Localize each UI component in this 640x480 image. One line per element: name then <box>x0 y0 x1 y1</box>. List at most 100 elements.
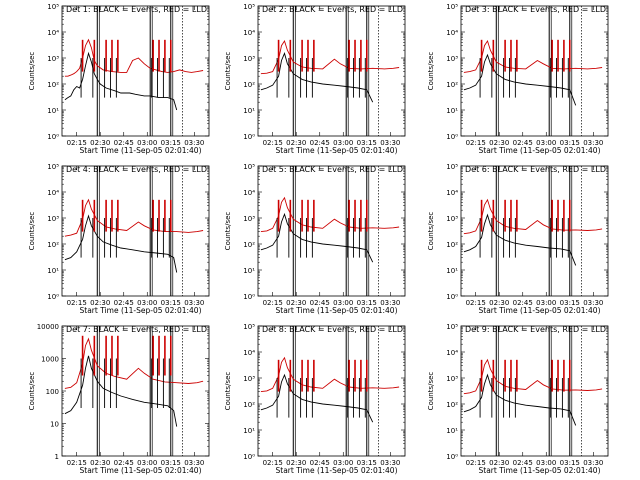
y-tick-label: 10⁵ <box>446 3 458 11</box>
x-tick-label: 02:15 <box>466 299 486 307</box>
plot-frame <box>257 5 406 137</box>
y-tick-label: 1 <box>55 453 59 461</box>
x-tick-label: 02:15 <box>67 459 87 467</box>
x-tick-label: 02:45 <box>310 299 330 307</box>
detector-panel: Det 7: BLACK = Events, RED = LLD 1 10 100 10… <box>28 323 210 475</box>
y-tick-label: 10 <box>50 421 59 429</box>
y-tick-label: 10¹ <box>243 427 255 435</box>
x-tick-label: 03:30 <box>380 459 400 467</box>
y-tick-label: 10⁴ <box>446 29 458 37</box>
y-tick-label: 10⁵ <box>446 323 458 331</box>
y-tick-label: 10² <box>47 81 59 89</box>
x-tick-label: 03:00 <box>333 139 353 147</box>
x-tick-label: 02:45 <box>513 139 533 147</box>
x-tick-label: 02:15 <box>67 299 87 307</box>
y-tick-label: 10⁴ <box>47 189 59 197</box>
y-tick-label: 10¹ <box>47 107 59 115</box>
y-tick-label: 10³ <box>446 215 458 223</box>
y-tick-label: 10² <box>243 81 255 89</box>
x-tick-label: 03:00 <box>536 299 556 307</box>
events-series-line <box>260 212 374 263</box>
y-tick-label: 10³ <box>47 55 59 63</box>
y-tick-label: 10³ <box>446 375 458 383</box>
x-tick-label: 02:30 <box>489 299 509 307</box>
y-tick-label: 10⁰ <box>47 293 59 301</box>
y-tick-label: 1000 <box>41 356 59 364</box>
x-tick-label: 02:15 <box>263 459 283 467</box>
x-tick-label: 02:30 <box>90 139 110 147</box>
x-tick-label: 02:30 <box>286 299 306 307</box>
panel-title: Det 7: BLACK = Events, RED = LLD <box>66 325 207 334</box>
events-series-line <box>463 53 577 106</box>
x-axis-label: Start Time (11-Sep-05 02:01:40) <box>479 306 601 315</box>
y-tick-label: 10³ <box>243 375 255 383</box>
y-tick-label: 10² <box>446 81 458 89</box>
x-tick-label: 02:45 <box>310 459 330 467</box>
y-tick-label: 10⁵ <box>243 3 255 11</box>
y-tick-label: 10² <box>47 241 59 249</box>
x-tick-label: 02:45 <box>114 139 134 147</box>
y-axis-label: Counts/sec <box>427 212 435 251</box>
x-tick-label: 03:00 <box>333 459 353 467</box>
y-axis-label: Counts/sec <box>28 212 36 251</box>
lld-series-line <box>463 358 603 395</box>
x-tick-label: 03:30 <box>184 139 204 147</box>
detector-panel: Det 3: BLACK = Events, RED = LLD 10⁰ 10¹ 10… <box>427 3 609 155</box>
x-tick-label: 02:15 <box>263 139 283 147</box>
x-tick-label: 03:30 <box>184 299 204 307</box>
y-axis-label: Counts/sec <box>224 52 232 91</box>
y-tick-label: 10⁰ <box>243 133 255 141</box>
x-tick-label: 02:30 <box>286 459 306 467</box>
x-tick-label: 02:45 <box>114 459 134 467</box>
x-tick-label: 02:30 <box>489 459 509 467</box>
plot-frame <box>61 325 210 457</box>
panel-title: Det 1: BLACK = Events, RED = LLD <box>66 5 207 14</box>
events-series-line <box>260 373 374 423</box>
x-tick-label: 03:15 <box>161 139 181 147</box>
y-tick-label: 10¹ <box>243 267 255 275</box>
y-tick-label: 10000 <box>37 323 59 331</box>
x-tick-label: 03:30 <box>380 139 400 147</box>
events-series-line <box>260 52 374 103</box>
plot-frame <box>61 165 210 297</box>
x-tick-label: 03:15 <box>161 299 181 307</box>
y-tick-label: 10² <box>446 241 458 249</box>
x-tick-label: 02:30 <box>489 139 509 147</box>
x-tick-label: 02:30 <box>90 459 110 467</box>
y-tick-label: 10⁴ <box>243 29 255 37</box>
x-tick-label: 02:15 <box>466 459 486 467</box>
detector-panel: Det 1: BLACK = Events, RED = LLD 10⁰ 10¹ 10… <box>28 3 210 155</box>
x-tick-label: 03:30 <box>583 459 603 467</box>
y-tick-label: 10⁴ <box>243 189 255 197</box>
panel-title: Det 3: BLACK = Events, RED = LLD <box>465 5 606 14</box>
y-tick-label: 10⁵ <box>243 323 255 331</box>
x-tick-label: 02:45 <box>513 299 533 307</box>
events-series-line <box>64 214 178 273</box>
x-axis-label: Start Time (11-Sep-05 02:01:40) <box>479 466 601 475</box>
y-tick-label: 10¹ <box>47 267 59 275</box>
y-tick-label: 10⁰ <box>446 453 458 461</box>
x-tick-label: 02:15 <box>466 139 486 147</box>
plot-frame <box>257 325 406 457</box>
x-axis-label: Start Time (11-Sep-05 02:01:40) <box>80 306 202 315</box>
x-tick-label: 03:30 <box>184 459 204 467</box>
y-tick-label: 10⁰ <box>243 453 255 461</box>
plot-frame <box>460 325 609 457</box>
y-tick-label: 10² <box>243 401 255 409</box>
y-tick-label: 10³ <box>47 215 59 223</box>
y-tick-label: 10⁵ <box>243 163 255 171</box>
panel-title: Det 2: BLACK = Events, RED = LLD <box>262 5 403 14</box>
y-axis-label: Counts/sec <box>427 52 435 91</box>
x-tick-label: 02:30 <box>90 299 110 307</box>
x-tick-label: 03:15 <box>560 459 580 467</box>
y-tick-label: 10¹ <box>446 107 458 115</box>
y-axis-label: Counts/sec <box>224 372 232 411</box>
x-tick-label: 03:15 <box>161 459 181 467</box>
panel-title: Det 8: BLACK = Events, RED = LLD <box>262 325 403 334</box>
y-tick-label: 10⁰ <box>243 293 255 301</box>
panel-title: Det 6: BLACK = Events, RED = LLD <box>465 165 606 174</box>
detector-panel: Det 4: BLACK = Events, RED = LLD 10⁰ 10¹ 10… <box>28 163 210 315</box>
detector-panel: Det 6: BLACK = Events, RED = LLD 10⁰ 10¹ 10… <box>427 163 609 315</box>
y-tick-label: 10⁰ <box>446 293 458 301</box>
